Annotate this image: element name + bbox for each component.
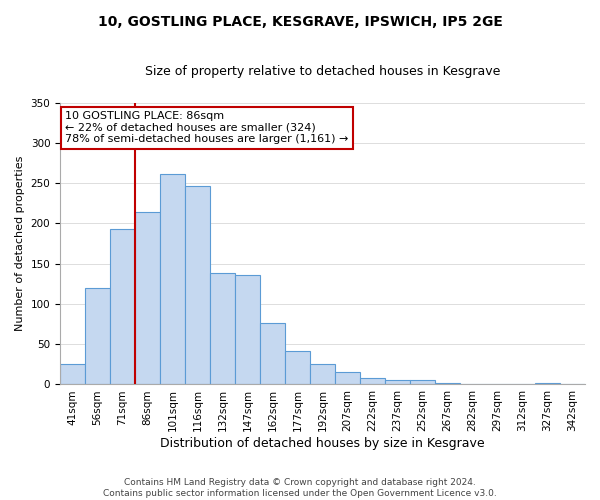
Text: 10 GOSTLING PLACE: 86sqm
← 22% of detached houses are smaller (324)
78% of semi-: 10 GOSTLING PLACE: 86sqm ← 22% of detach…: [65, 111, 349, 144]
Bar: [360, 378, 385, 384]
Bar: [85, 288, 110, 384]
X-axis label: Distribution of detached houses by size in Kesgrave: Distribution of detached houses by size …: [160, 437, 485, 450]
Text: Contains HM Land Registry data © Crown copyright and database right 2024.
Contai: Contains HM Land Registry data © Crown c…: [103, 478, 497, 498]
Title: Size of property relative to detached houses in Kesgrave: Size of property relative to detached ho…: [145, 65, 500, 78]
Bar: [310, 364, 335, 384]
Bar: [385, 380, 410, 384]
Bar: [110, 229, 135, 384]
Bar: [410, 380, 435, 384]
Bar: [135, 212, 160, 384]
Y-axis label: Number of detached properties: Number of detached properties: [15, 156, 25, 332]
Bar: [210, 274, 235, 384]
Text: 10, GOSTLING PLACE, KESGRAVE, IPSWICH, IP5 2GE: 10, GOSTLING PLACE, KESGRAVE, IPSWICH, I…: [98, 15, 502, 29]
Bar: [285, 352, 310, 384]
Bar: [60, 364, 85, 384]
Bar: [535, 383, 560, 384]
Bar: [435, 383, 460, 384]
Bar: [260, 324, 285, 384]
Bar: [235, 275, 260, 384]
Bar: [160, 174, 185, 384]
Bar: [335, 372, 360, 384]
Bar: [185, 186, 210, 384]
